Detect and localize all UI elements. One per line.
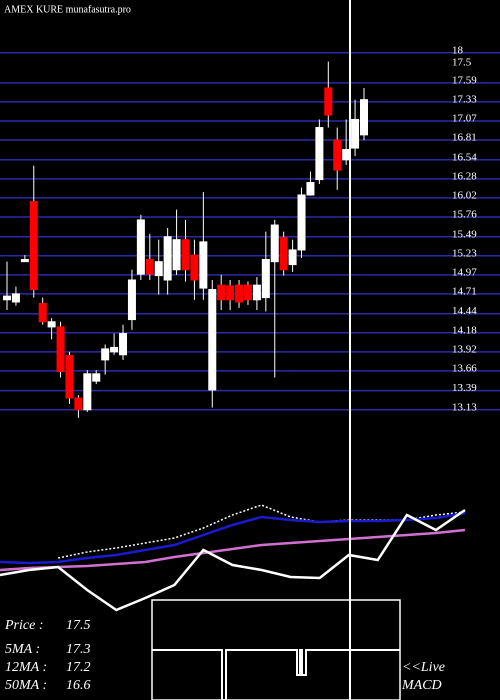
candle-body bbox=[101, 348, 110, 361]
indicator-label: 12MA : bbox=[5, 660, 47, 675]
y-tick-label: 13.66 bbox=[452, 362, 477, 374]
candle-body bbox=[127, 279, 136, 321]
y-tick-label: 14.18 bbox=[452, 324, 477, 336]
candle-body bbox=[20, 258, 29, 263]
candle-body bbox=[92, 373, 101, 382]
candle-body bbox=[119, 333, 128, 356]
candle-body bbox=[235, 284, 244, 303]
candle-body bbox=[351, 118, 360, 149]
candle-body bbox=[181, 239, 190, 271]
price-marker: 17.5 bbox=[452, 57, 472, 69]
candle-body bbox=[333, 139, 342, 171]
y-tick-label: 13.13 bbox=[452, 401, 477, 413]
y-tick-label: 16.28 bbox=[452, 170, 477, 182]
y-tick-label: 18 bbox=[452, 44, 464, 56]
indicator-line bbox=[0, 528, 466, 572]
candle-body bbox=[252, 284, 261, 301]
candle-body bbox=[145, 258, 154, 275]
y-tick-label: 16.54 bbox=[452, 151, 477, 163]
indicator-label: 5MA : bbox=[5, 642, 40, 657]
indicator-label: 50MA : bbox=[5, 678, 47, 693]
candle-body bbox=[306, 182, 315, 196]
candle-body bbox=[270, 224, 279, 263]
candle-body bbox=[342, 149, 351, 161]
candle-body bbox=[65, 354, 74, 399]
indicator-value: 17.2 bbox=[66, 660, 91, 675]
y-tick-label: 17.33 bbox=[452, 93, 477, 105]
candle-body bbox=[3, 295, 11, 301]
indicator-line bbox=[0, 508, 466, 612]
candle-body bbox=[56, 326, 65, 373]
live-label: <<Live bbox=[402, 660, 445, 675]
indicator-line bbox=[0, 511, 466, 565]
y-tick-label: 13.92 bbox=[452, 343, 477, 355]
candle-body bbox=[243, 284, 252, 301]
y-tick-label: 15.49 bbox=[452, 228, 477, 240]
candle-body bbox=[11, 293, 20, 303]
candle-body bbox=[74, 397, 83, 411]
indicator-value: 16.6 bbox=[66, 678, 91, 693]
candle-body bbox=[172, 239, 181, 271]
candle-body bbox=[38, 302, 47, 323]
indicator-label: Price : bbox=[4, 618, 43, 633]
y-tick-label: 15.76 bbox=[452, 208, 477, 220]
candle-body bbox=[315, 127, 324, 181]
candle-body bbox=[199, 241, 208, 289]
candle-body bbox=[261, 258, 270, 299]
candle-body bbox=[29, 201, 38, 291]
y-tick-label: 14.71 bbox=[452, 285, 477, 297]
candle-body bbox=[47, 321, 56, 328]
y-tick-label: 13.39 bbox=[452, 382, 477, 394]
candle-body bbox=[324, 87, 333, 116]
indicator-value: 17.5 bbox=[66, 618, 91, 633]
indicator-value: 17.3 bbox=[66, 642, 91, 657]
candle-body bbox=[136, 219, 145, 275]
candle-body bbox=[226, 285, 235, 301]
candle-body bbox=[297, 194, 306, 251]
candle-body bbox=[83, 373, 92, 411]
y-tick-label: 17.07 bbox=[452, 112, 477, 124]
candle-body bbox=[154, 261, 163, 277]
y-tick-label: 15.23 bbox=[452, 247, 477, 259]
candle-body bbox=[208, 289, 217, 391]
y-tick-label: 16.02 bbox=[452, 189, 477, 201]
y-tick-label: 16.81 bbox=[452, 132, 477, 144]
candle-body bbox=[110, 346, 119, 353]
candle-body bbox=[190, 254, 199, 281]
candle-body bbox=[217, 284, 226, 301]
candle-body bbox=[360, 99, 368, 136]
candle-body bbox=[279, 236, 288, 271]
candle-body bbox=[163, 236, 172, 281]
y-tick-label: 17.59 bbox=[452, 74, 477, 86]
y-tick-label: 14.44 bbox=[452, 305, 477, 317]
candle-body bbox=[288, 249, 297, 266]
y-tick-label: 14.97 bbox=[452, 266, 477, 278]
chart-title: AMEX KURE munafasutra.pro bbox=[4, 4, 131, 15]
macd-label: MACD bbox=[401, 678, 442, 693]
macd-line bbox=[152, 649, 400, 700]
